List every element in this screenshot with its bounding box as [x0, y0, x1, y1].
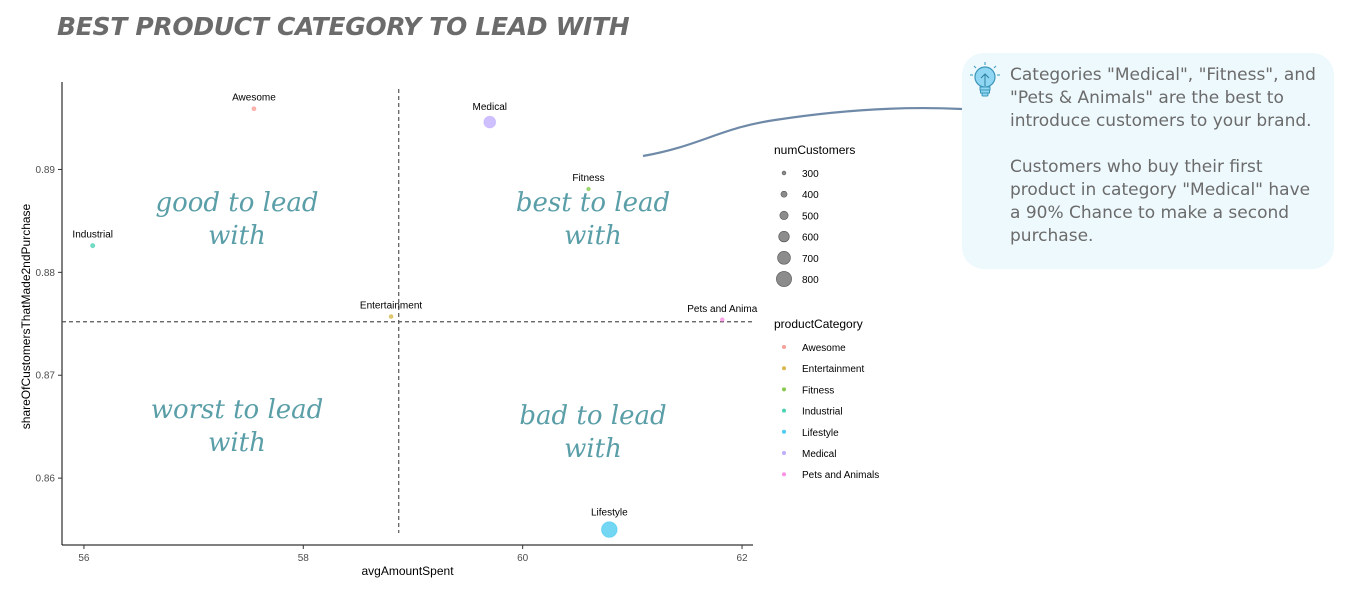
point-label: Awesome	[232, 93, 276, 104]
y-tick-label: 0.87	[36, 371, 56, 382]
y-tick-label: 0.86	[36, 474, 56, 485]
x-axis-title: avgAmountSpent	[361, 564, 454, 578]
point-label: Pets and Anima	[687, 304, 757, 315]
callout-paragraph-2: Customers who buy their first product in…	[1010, 157, 1311, 246]
insight-callout: Categories "Medical", "Fitness", and "Pe…	[962, 53, 1334, 269]
category-legend-marker	[782, 345, 786, 349]
quadrant-label-top-right: with	[564, 221, 622, 251]
size-legend-marker	[781, 170, 787, 176]
data-point	[90, 242, 96, 249]
callout-connector-line	[642, 106, 963, 158]
data-point	[600, 521, 618, 538]
x-tick-label: 60	[517, 553, 529, 564]
category-legend-label: Pets and Animals	[802, 470, 879, 481]
size-legend-marker	[778, 230, 790, 243]
size-legend-label: 500	[802, 211, 819, 222]
category-legend-marker	[782, 387, 786, 392]
data-point	[251, 106, 257, 112]
x-tick-label: 62	[736, 553, 748, 564]
x-tick-label: 56	[78, 553, 90, 564]
category-legend-marker	[782, 366, 786, 371]
page-title: BEST PRODUCT CATEGORY TO LEAD WITH	[57, 12, 630, 41]
data-point	[483, 115, 497, 129]
point-label: Industrial	[72, 229, 113, 240]
data-point	[388, 314, 394, 319]
point-label: Lifestyle	[591, 508, 628, 519]
point-label: Entertainment	[360, 301, 422, 312]
y-axis-title: shareOfCustomersThatMade2ndPurchase	[19, 203, 33, 429]
y-tick-label: 0.88	[36, 268, 56, 279]
size-legend-label: 700	[802, 254, 819, 265]
quadrant-label-bottom-right: with	[564, 434, 622, 464]
category-legend-label: Medical	[802, 449, 836, 460]
category-legend-marker	[782, 408, 786, 413]
quadrant-label-bottom-left: worst to lead	[151, 395, 324, 425]
point-label: Fitness	[572, 173, 604, 184]
size-legend-marker	[779, 210, 789, 220]
callout-paragraph-1: Categories "Medical", "Fitness", and "Pe…	[1010, 65, 1316, 131]
category-legend-title: productCategory	[774, 317, 863, 331]
size-legend-label: 300	[802, 169, 819, 180]
category-legend-marker	[782, 429, 786, 434]
y-tick-label: 0.89	[36, 165, 56, 176]
category-legend-marker	[782, 451, 786, 455]
data-point	[719, 317, 725, 323]
quadrant-label-top-right: best to lead	[516, 188, 670, 218]
quadrant-label-top-left: good to lead	[155, 188, 318, 218]
size-legend-label: 600	[802, 233, 819, 244]
category-legend-label: Lifestyle	[802, 428, 839, 439]
quadrant-label-bottom-right: bad to lead	[519, 401, 666, 431]
size-legend-title: numCustomers	[774, 143, 855, 157]
size-legend-marker	[776, 271, 792, 287]
x-tick-label: 58	[298, 553, 310, 564]
size-legend-label: 800	[802, 275, 819, 286]
size-legend-marker	[777, 251, 791, 265]
category-legend-label: Industrial	[802, 407, 843, 418]
quadrant-label-bottom-left: with	[208, 428, 266, 458]
quadrant-label-top-left: with	[208, 221, 266, 251]
category-legend-label: Fitness	[802, 385, 834, 396]
lightbulb-icon	[970, 62, 1000, 97]
category-legend-label: Awesome	[802, 343, 846, 354]
size-legend-marker	[780, 190, 788, 198]
point-label: Medical	[473, 102, 507, 113]
category-legend-label: Entertainment	[802, 364, 864, 375]
size-legend-label: 400	[802, 190, 819, 201]
category-legend-marker	[782, 472, 786, 477]
data-point	[586, 186, 591, 192]
